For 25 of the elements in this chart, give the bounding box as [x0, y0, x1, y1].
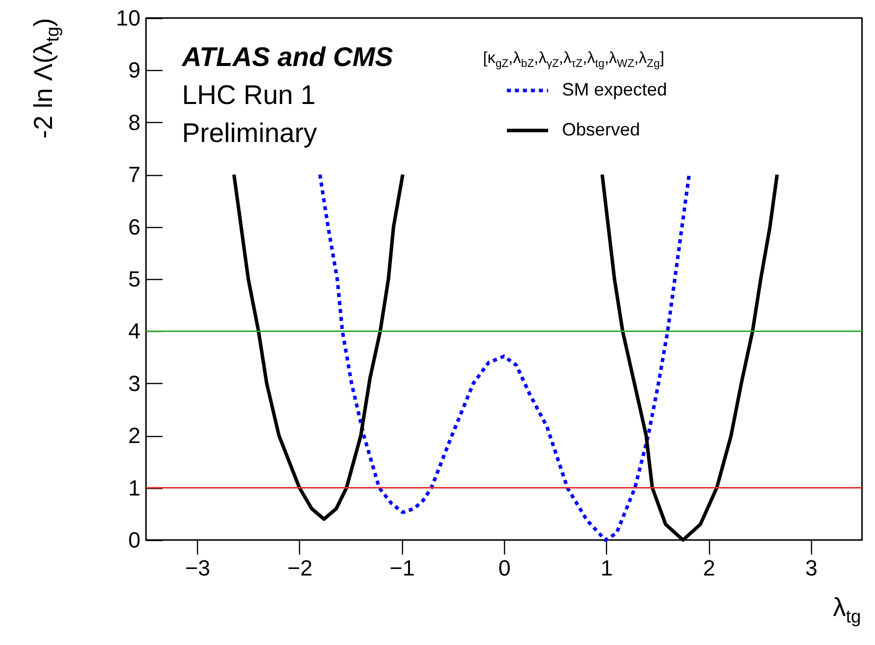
y-tick-label: 5	[128, 266, 140, 292]
legend-label: SM expected	[562, 80, 668, 100]
x-tick-label: −3	[185, 556, 210, 580]
y-tick-label: 9	[128, 58, 140, 83]
y-tick-label: 10	[116, 6, 140, 30]
x-tick-label: 2	[702, 556, 716, 580]
y-tick-label: 0	[128, 528, 140, 552]
x-tick-label: 1	[600, 556, 613, 580]
y-tick-label: 2	[128, 423, 140, 448]
x-tick-label: 0	[498, 556, 511, 580]
x-tick-label: 3	[805, 556, 818, 580]
y-tick-label: 6	[128, 214, 140, 240]
x-tick-label: −2	[287, 556, 312, 580]
y-tick-label: 8	[128, 110, 140, 135]
y-tick-label: 7	[128, 162, 140, 188]
x-axis-title: λ$_{tg}$	[832, 592, 861, 628]
y-tick-label: 1	[128, 475, 140, 500]
y-tick-label: 4	[128, 318, 140, 344]
x-tick-label: −1	[390, 556, 415, 580]
annotation: ATLAS and CMS	[182, 42, 393, 73]
legend-label: Observed	[562, 120, 640, 140]
y-tick-label: 3	[128, 370, 140, 396]
annotation: LHC Run 1	[182, 80, 316, 111]
annotation: Preliminary	[182, 118, 318, 149]
text: [κ$_{gZ}$,λ$_{bZ}$,λ$_{γZ}$,λ$_{τZ}$,λ$_{tg}$,λ$_{WZ}$,λ$_{Zg}$]	[483, 50, 664, 70]
